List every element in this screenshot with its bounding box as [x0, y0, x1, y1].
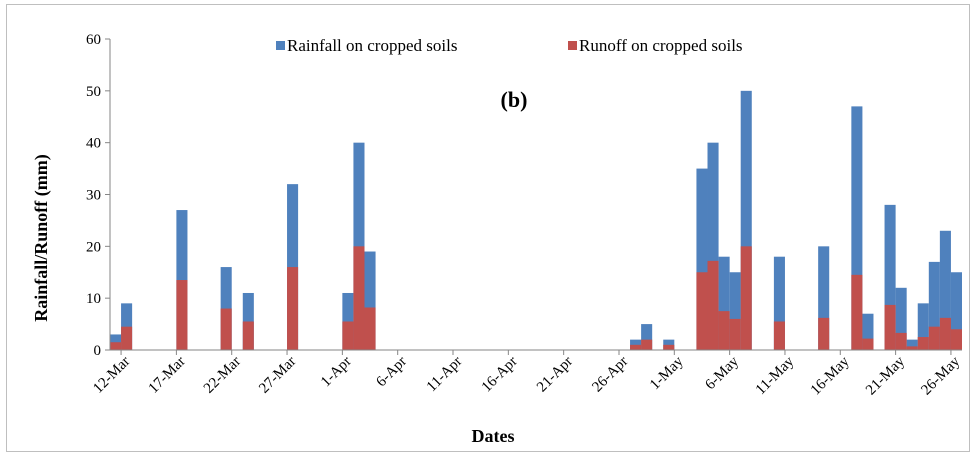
- runoff-bar: [121, 326, 133, 350]
- runoff-bar: [928, 326, 940, 350]
- axes: [105, 38, 962, 355]
- runoff-bar: [630, 344, 642, 350]
- rainfall-bar: [939, 230, 951, 350]
- rainfall-bar: [928, 261, 940, 350]
- rainfall-bar: [895, 287, 907, 350]
- panel-label: (b): [501, 87, 528, 112]
- runoff-bar: [906, 346, 918, 350]
- x-tick-label: 27-Mar: [256, 354, 299, 397]
- rainfall-bar: [906, 339, 918, 350]
- runoff-bar: [729, 318, 741, 350]
- x-tick-labels: 12-Mar 17-Mar 22-Mar 27-Mar 1-Apr 6-Apr 11-Apr…: [90, 353, 963, 398]
- x-tick-label: 16-May: [808, 353, 853, 398]
- rainfall-bar: [641, 324, 653, 350]
- runoff-bar: [663, 344, 675, 350]
- rainfall-bar: [718, 256, 730, 350]
- runoff-bar: [818, 317, 830, 350]
- y-tick-labels: 0 10 20 30 40 50 60: [86, 32, 101, 359]
- rainfall-bar: [884, 204, 896, 350]
- rainfall-bar: [287, 184, 299, 350]
- runoff-bar: [220, 308, 232, 350]
- runoff-bar: [707, 260, 719, 350]
- x-tick-label: 21-Apr: [534, 354, 576, 396]
- runoff-bar: [342, 321, 354, 350]
- rainfall-bar: [696, 168, 708, 350]
- rainfall-bar: [862, 313, 874, 350]
- legend: Rainfall on cropped soils Runoff on crop…: [276, 36, 743, 55]
- x-tick-label: 12-Mar: [90, 354, 133, 397]
- rainfall-bar: [663, 339, 675, 350]
- runoff-bar: [718, 311, 730, 350]
- legend-swatch-runoff: [568, 41, 577, 50]
- runoff-bar: [862, 338, 874, 350]
- rainfall-bar: [740, 90, 752, 350]
- rainfall-bar: [773, 256, 785, 350]
- runoff-bar: [773, 321, 785, 350]
- runoff-bar: [176, 280, 188, 350]
- x-tick-label: 22-Mar: [201, 354, 244, 397]
- x-tick-label: 21-May: [863, 353, 908, 398]
- runoff-bar: [110, 342, 122, 350]
- runoff-bar: [851, 274, 863, 350]
- y-tick-label: 40: [86, 136, 101, 152]
- rainfall-bar: [950, 272, 962, 350]
- x-tick-label: 1-Apr: [318, 354, 355, 391]
- runoff-bar: [939, 317, 951, 350]
- runoff-bar: [696, 272, 708, 350]
- x-tick-label: 11-May: [753, 353, 798, 398]
- y-tick-label: 30: [86, 188, 101, 204]
- y-tick-label: 20: [86, 239, 101, 255]
- rainfall-bar: [729, 272, 741, 350]
- y-tick-label: 50: [86, 84, 101, 100]
- legend-label-runoff: Runoff on cropped soils: [579, 36, 743, 55]
- runoff-bar: [917, 337, 929, 350]
- x-tick-label: 6-May: [702, 353, 742, 393]
- x-tick-label: 6-Apr: [373, 354, 410, 391]
- chart-frame: [6, 4, 970, 452]
- rainfall-bar: [818, 246, 830, 350]
- x-tick-label: 11-Apr: [424, 354, 466, 396]
- runoff-bar: [353, 246, 365, 350]
- y-tick-label: 60: [86, 32, 101, 48]
- runoff-bar: [364, 307, 376, 350]
- runoff-bar: [740, 246, 752, 350]
- y-tick-label: 0: [94, 343, 102, 359]
- x-tick-label: 26-May: [918, 353, 963, 398]
- y-tick-label: 10: [86, 291, 101, 307]
- x-tick-label: 16-Apr: [479, 354, 521, 396]
- y-axis-title: Rainfall/Runoff (mm): [31, 154, 52, 322]
- rainfall-bar: [707, 142, 719, 350]
- rainfall-bar: [364, 251, 376, 350]
- legend-label-rainfall: Rainfall on cropped soils: [287, 36, 457, 55]
- runoff-bar: [895, 332, 907, 350]
- rainfall-bar: [851, 106, 863, 350]
- x-tick-label: 17-Mar: [146, 354, 189, 397]
- rainfall-bar: [917, 303, 929, 350]
- rainfall-bar: [630, 339, 642, 350]
- runoff-bar: [641, 339, 653, 350]
- legend-swatch-rainfall: [276, 41, 285, 50]
- runoff-bar: [242, 321, 254, 350]
- x-axis-title: Dates: [472, 426, 515, 446]
- runoff-bar: [884, 304, 896, 350]
- runoff-bar: [950, 329, 962, 350]
- rainfall-bars: [110, 90, 962, 350]
- x-tick-label: 1-May: [647, 353, 687, 393]
- x-tick-label: 26-Apr: [589, 354, 631, 396]
- runoff-bar: [287, 267, 299, 350]
- runoff-bars: [110, 246, 962, 350]
